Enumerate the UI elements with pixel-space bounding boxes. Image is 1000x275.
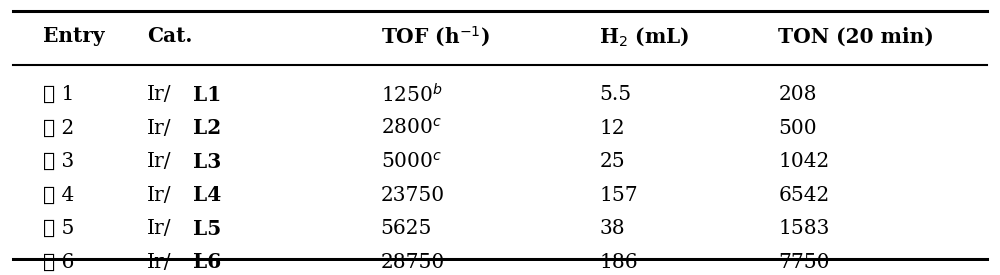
Text: 例 2: 例 2 xyxy=(43,119,74,138)
Text: 5000$^c$: 5000$^c$ xyxy=(381,152,442,172)
Text: Ir/: Ir/ xyxy=(147,85,171,104)
Text: L5: L5 xyxy=(193,219,221,239)
Text: 208: 208 xyxy=(778,85,817,104)
Text: TOF (h$^{-1}$): TOF (h$^{-1}$) xyxy=(381,24,490,48)
Text: 5625: 5625 xyxy=(381,219,432,238)
Text: L2: L2 xyxy=(193,118,221,138)
Text: Cat.: Cat. xyxy=(147,26,192,46)
Text: 例 3: 例 3 xyxy=(43,152,74,171)
Text: 例 6: 例 6 xyxy=(43,253,74,272)
Text: Ir/: Ir/ xyxy=(147,219,171,238)
Text: H$_2$ (mL): H$_2$ (mL) xyxy=(599,25,690,48)
Text: Entry: Entry xyxy=(43,26,104,46)
Text: 23750: 23750 xyxy=(381,186,445,205)
Text: 7750: 7750 xyxy=(778,253,830,272)
Text: 1042: 1042 xyxy=(778,152,830,171)
Text: 6542: 6542 xyxy=(778,186,830,205)
Text: 157: 157 xyxy=(599,186,638,205)
Text: TON (20 min): TON (20 min) xyxy=(778,26,934,46)
Text: L3: L3 xyxy=(193,152,221,172)
Text: 2800$^c$: 2800$^c$ xyxy=(381,118,442,138)
Text: 1250$^b$: 1250$^b$ xyxy=(381,83,442,106)
Text: 500: 500 xyxy=(778,119,817,138)
Text: L4: L4 xyxy=(193,185,221,205)
Text: 1583: 1583 xyxy=(778,219,830,238)
Text: 5.5: 5.5 xyxy=(599,85,632,104)
Text: L1: L1 xyxy=(193,84,221,104)
Text: 例 5: 例 5 xyxy=(43,219,74,238)
Text: Ir/: Ir/ xyxy=(147,186,171,205)
Text: 186: 186 xyxy=(599,253,638,272)
Text: 38: 38 xyxy=(599,219,625,238)
Text: Ir/: Ir/ xyxy=(147,119,171,138)
Text: 25: 25 xyxy=(599,152,625,171)
Text: L6: L6 xyxy=(193,252,221,273)
Text: Ir/: Ir/ xyxy=(147,253,171,272)
Text: 例 1: 例 1 xyxy=(43,85,74,104)
Text: 12: 12 xyxy=(599,119,625,138)
Text: 28750: 28750 xyxy=(381,253,445,272)
Text: Ir/: Ir/ xyxy=(147,152,171,171)
Text: 例 4: 例 4 xyxy=(43,186,74,205)
